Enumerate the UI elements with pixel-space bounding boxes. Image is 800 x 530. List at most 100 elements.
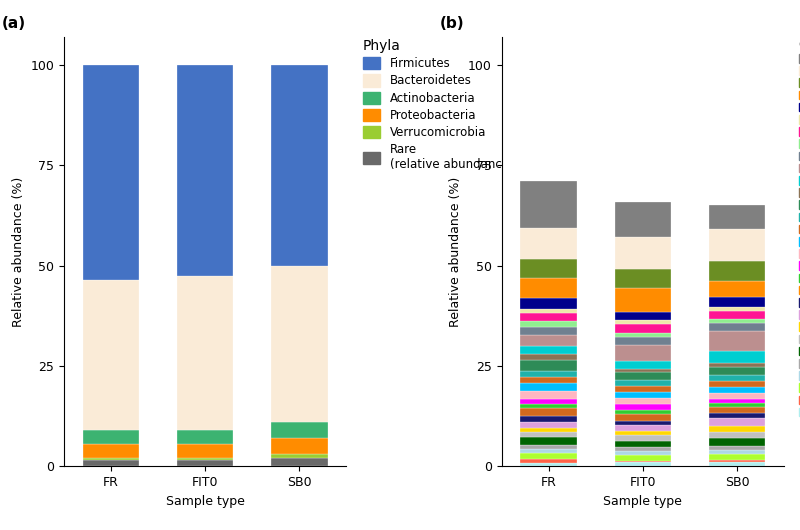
Bar [83,430,139,444]
Bar [614,312,671,320]
Bar [614,413,671,421]
Legend: Firmicutes, Bacteroidetes, Actinobacteria, Proteobacteria, Verrucomicrobia, Rare: Firmicutes, Bacteroidetes, Actinobacteri… [358,34,554,176]
Bar [83,280,139,430]
Bar [521,346,577,354]
Bar [271,438,327,454]
Bar [614,421,671,425]
Bar [521,377,577,383]
Bar [709,229,765,261]
Bar [521,391,577,399]
Bar [271,458,327,466]
Bar [614,381,671,386]
Bar [709,281,765,297]
Bar [521,228,577,259]
Bar [709,381,765,386]
Bar [521,431,577,437]
Bar [709,261,765,281]
Bar [614,368,671,373]
Bar [709,446,765,450]
Bar [521,449,577,453]
Bar [709,454,765,461]
Bar [521,458,577,463]
Bar [614,323,671,333]
Bar [614,404,671,410]
Bar [709,205,765,229]
Bar [614,202,671,237]
Bar [271,454,327,458]
Bar [614,373,671,381]
Text: (a): (a) [2,15,26,31]
Bar [709,297,765,307]
Bar [521,360,577,372]
Bar [83,461,139,466]
Bar [709,402,765,407]
Bar [83,65,139,280]
Text: (b): (b) [439,15,464,31]
Bar [709,432,765,438]
Bar [521,327,577,334]
X-axis label: Sample type: Sample type [166,494,245,508]
Bar [521,313,577,321]
Bar [709,307,765,311]
Bar [521,383,577,391]
Bar [709,393,765,399]
Legend: Rare(relative abundance < 1%), Bacteroides, Prevotella 9, Faecalibacterium, Blau: Rare(relative abundance < 1%), Bacteroid… [794,33,800,421]
Bar [614,455,671,461]
Bar [177,65,234,276]
Bar [709,375,765,381]
Y-axis label: Relative abundance (%): Relative abundance (%) [12,176,25,327]
Bar [177,461,234,466]
Bar [709,419,765,427]
Bar [521,422,577,428]
Bar [614,441,671,447]
Bar [614,337,671,345]
Bar [709,319,765,323]
Bar [614,447,671,450]
Bar [521,354,577,360]
Bar [521,334,577,346]
Bar [709,450,765,454]
Bar [614,398,671,404]
Bar [614,425,671,431]
Bar [614,461,671,463]
Bar [83,444,139,458]
Bar [614,435,671,441]
Bar [521,310,577,313]
Bar [614,237,671,269]
Bar [177,276,234,430]
Bar [521,437,577,445]
Bar [709,427,765,432]
Bar [614,361,671,368]
Bar [614,392,671,398]
Bar [521,416,577,422]
Bar [614,410,671,413]
Bar [521,404,577,408]
Bar [709,461,765,462]
Bar [614,450,671,455]
Y-axis label: Relative abundance (%): Relative abundance (%) [450,176,462,327]
Bar [521,181,577,228]
Bar [709,311,765,319]
Bar [83,458,139,461]
Bar [709,367,765,375]
Bar [709,399,765,402]
Bar [709,351,765,363]
Bar [614,386,671,392]
Bar [521,278,577,298]
Bar [521,321,577,327]
Bar [614,463,671,466]
Bar [521,408,577,416]
Bar [521,428,577,431]
Bar [709,407,765,412]
Bar [709,462,765,466]
Bar [271,65,327,266]
Bar [614,431,671,435]
Bar [177,458,234,461]
Bar [271,422,327,438]
Bar [614,288,671,312]
Bar [521,372,577,377]
Bar [614,320,671,323]
Bar [614,345,671,361]
Bar [709,386,765,393]
Bar [521,399,577,404]
